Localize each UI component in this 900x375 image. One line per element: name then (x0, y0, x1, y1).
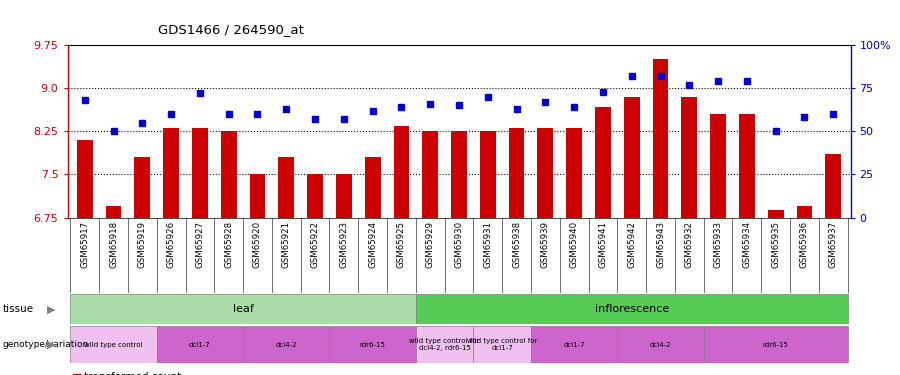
Bar (531, 326, 617, 363)
Text: rdr6-15: rdr6-15 (360, 342, 385, 348)
Text: GSM65937: GSM65937 (829, 221, 838, 268)
Text: GSM65939: GSM65939 (541, 221, 550, 268)
Text: GSM65917: GSM65917 (80, 221, 89, 268)
Text: GSM65922: GSM65922 (310, 221, 320, 268)
Text: dcl4-2: dcl4-2 (650, 342, 671, 348)
Bar (624, 97, 640, 218)
Text: GSM65940: GSM65940 (570, 221, 579, 268)
Text: GSM65932: GSM65932 (685, 221, 694, 268)
Bar (480, 131, 496, 218)
Bar (134, 157, 150, 218)
Text: GSM65920: GSM65920 (253, 221, 262, 268)
Bar (70, 326, 157, 363)
Text: GSM65926: GSM65926 (166, 221, 176, 268)
Text: GSM65935: GSM65935 (771, 221, 780, 268)
Text: dcl1-7: dcl1-7 (189, 342, 211, 348)
Text: GSM65938: GSM65938 (512, 221, 521, 268)
Text: dcl1-7: dcl1-7 (563, 342, 585, 348)
Bar (825, 154, 842, 218)
Bar (473, 326, 531, 363)
Bar (192, 128, 208, 217)
Bar (163, 128, 179, 217)
Bar (710, 114, 726, 218)
Text: GDS1466 / 264590_at: GDS1466 / 264590_at (158, 22, 303, 36)
Text: GSM65931: GSM65931 (483, 221, 492, 268)
Text: GSM65925: GSM65925 (397, 221, 406, 268)
Bar (508, 128, 525, 217)
Text: tissue: tissue (3, 304, 34, 314)
Bar (566, 128, 582, 217)
Bar (249, 174, 266, 217)
Text: GSM65933: GSM65933 (714, 221, 723, 268)
Text: wild type control: wild type control (85, 342, 143, 348)
Text: rdr6-15: rdr6-15 (762, 342, 788, 348)
Bar (595, 106, 611, 218)
Bar (336, 174, 352, 217)
Bar (278, 157, 294, 218)
Text: ▶: ▶ (47, 340, 55, 350)
Text: GSM65921: GSM65921 (282, 221, 291, 268)
Text: wild type control for
dcl4-2, rdr6-15: wild type control for dcl4-2, rdr6-15 (410, 338, 480, 351)
Text: GSM65934: GSM65934 (742, 221, 752, 268)
Text: GSM65919: GSM65919 (138, 221, 147, 268)
Bar (243, 326, 329, 363)
Text: GSM65923: GSM65923 (339, 221, 348, 268)
Bar (393, 126, 410, 218)
Bar (76, 140, 93, 218)
Bar (739, 114, 755, 218)
Bar (70, 294, 416, 324)
Bar (416, 326, 473, 363)
Text: GSM65930: GSM65930 (454, 221, 464, 268)
Text: GSM65924: GSM65924 (368, 221, 377, 268)
Bar (364, 157, 381, 218)
Bar (768, 210, 784, 218)
Text: inflorescence: inflorescence (595, 304, 669, 314)
Text: transformed count: transformed count (84, 372, 181, 375)
Bar (416, 294, 848, 324)
Text: dcl4-2: dcl4-2 (275, 342, 297, 348)
Text: GSM65943: GSM65943 (656, 221, 665, 268)
Text: GSM65927: GSM65927 (195, 221, 204, 268)
Bar (796, 206, 813, 218)
Bar (157, 326, 243, 363)
Text: leaf: leaf (233, 304, 254, 314)
Text: ■: ■ (72, 372, 83, 375)
Text: GSM65929: GSM65929 (426, 221, 435, 268)
Text: GSM65928: GSM65928 (224, 221, 233, 268)
Text: genotype/variation: genotype/variation (3, 340, 89, 349)
Bar (329, 326, 416, 363)
Bar (704, 326, 848, 363)
Bar (307, 174, 323, 217)
Text: GSM65942: GSM65942 (627, 221, 636, 268)
Text: GSM65918: GSM65918 (109, 221, 118, 268)
Text: ▶: ▶ (47, 304, 55, 314)
Bar (422, 131, 438, 218)
Text: wild type control for
dcl1-7: wild type control for dcl1-7 (467, 338, 537, 351)
Bar (617, 326, 704, 363)
Bar (105, 206, 122, 218)
Bar (681, 97, 698, 218)
Bar (652, 59, 669, 217)
Text: GSM65936: GSM65936 (800, 221, 809, 268)
Bar (537, 128, 554, 217)
Text: GSM65941: GSM65941 (598, 221, 608, 268)
Bar (451, 131, 467, 218)
Bar (220, 131, 237, 218)
